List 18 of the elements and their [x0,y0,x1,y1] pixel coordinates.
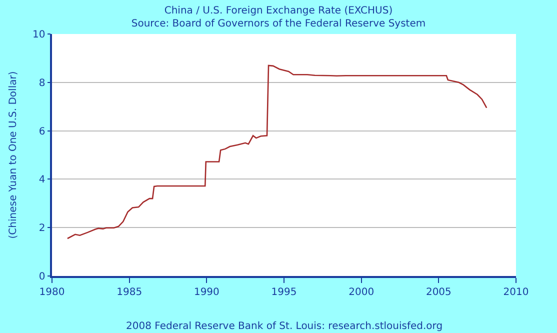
y-tick-label: 4 [38,174,46,186]
y-tick-label: 0 [38,272,46,282]
text: 2008 Federal Reserve Bank of St. Louis: research.stlouisfed.org [126,321,443,332]
x-tick-label: 1995 [271,286,297,298]
chart-title: China / U.S. Foreign Exchange Rate (EXCHUS) [164,5,393,16]
x-tick-label: 2005 [426,286,452,298]
x-tick-label: 1985 [116,286,142,298]
chart-subtitle: Source: Board of Governors of the Federal Reserve System [131,18,426,30]
x-tick-label: 2010 [503,286,529,298]
x-tick-label: 1990 [194,286,220,298]
x-tick-label: 2000 [348,286,374,298]
y-tick-label: 6 [38,126,46,138]
line-series [66,64,488,240]
x-tick-label: 1980 [39,286,65,298]
y-tick-label: 10 [32,30,46,40]
y-tick-label: 2 [38,223,46,234]
y-axis-title: (Chinese Yuan to One U.S. Dollar) [8,71,20,239]
y-tick-label: 8 [38,78,46,89]
